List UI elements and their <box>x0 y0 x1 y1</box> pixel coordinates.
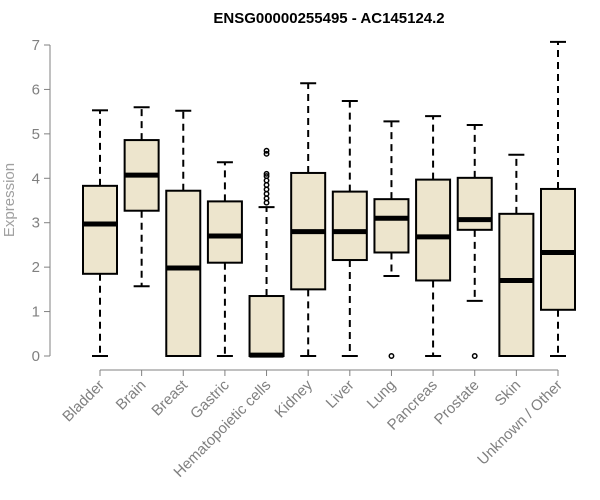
box-breast <box>165 109 202 357</box>
y-axis: 0 1 2 3 4 5 6 7 <box>32 37 51 365</box>
x-tick-label: Liver <box>323 377 358 412</box>
box-lung <box>373 120 410 359</box>
x-tick-label: Brain <box>113 377 150 414</box>
y-tick-label: 5 <box>32 126 40 143</box>
box-gastric <box>206 161 243 357</box>
outlier-point <box>263 150 270 157</box>
outlier-point <box>388 353 395 359</box>
box-iqr <box>498 212 535 357</box>
y-tick-label: 2 <box>32 259 40 276</box>
boxes-group <box>82 40 576 359</box>
box-iqr <box>331 190 368 262</box>
box-iqr <box>82 184 118 275</box>
box-liver <box>331 99 368 357</box>
x-tick-label: Prostate <box>431 377 483 429</box>
box-bladder <box>82 109 118 357</box>
y-tick-label: 0 <box>32 348 40 365</box>
box-brain <box>123 106 160 288</box>
box-iqr <box>248 295 285 357</box>
chart-title: ENSG00000255495 - AC145124.2 <box>213 10 444 27</box>
y-tick-label: 6 <box>32 81 40 98</box>
outlier-point <box>471 353 478 359</box>
x-tick-label: Kidney <box>272 376 317 421</box>
outlier-point <box>263 147 270 154</box>
y-tick-label: 3 <box>32 215 40 232</box>
box-unknown-other <box>540 40 576 357</box>
outlier-point <box>263 173 270 180</box>
box-prostate <box>456 123 493 359</box>
y-tick-label: 7 <box>32 37 40 54</box>
x-tick-label: Lung <box>364 377 400 413</box>
y-tick-label: 4 <box>32 170 40 187</box>
box-iqr <box>415 178 452 282</box>
x-tick-label: Bladder <box>59 377 108 426</box>
box-iqr <box>540 187 576 311</box>
box-kidney <box>290 82 327 357</box>
box-iqr <box>206 200 243 264</box>
outlier-point <box>263 170 270 177</box>
box-pancreas <box>415 115 452 357</box>
box-iqr <box>373 198 410 254</box>
x-tick-label: Skin <box>492 377 525 410</box>
box-hematopoietic-cells <box>248 147 285 358</box>
box-iqr <box>165 189 202 357</box>
y-axis-label: Expression <box>1 163 18 237</box>
x-tick-label: Breast <box>148 376 191 419</box>
box-skin <box>498 153 535 357</box>
y-tick-label: 1 <box>32 304 40 321</box>
